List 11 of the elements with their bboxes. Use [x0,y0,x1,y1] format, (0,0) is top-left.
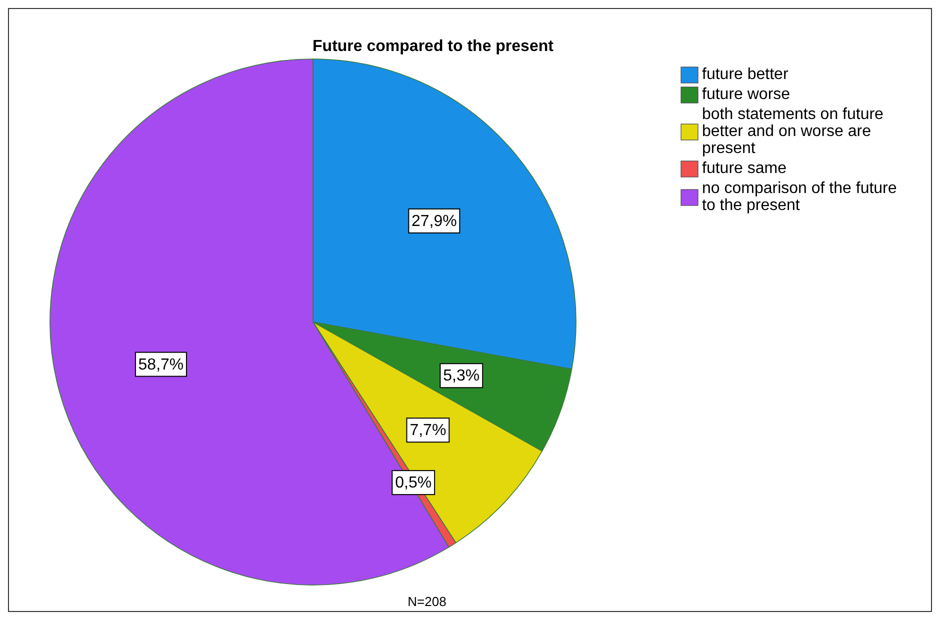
data-label: 58,7% [138,356,184,374]
legend-label: future same [702,160,787,177]
legend-label: future worse [702,86,790,103]
data-label: 0,5% [395,474,432,492]
legend-label: future better [702,66,789,83]
data-label: 7,7% [410,422,446,440]
chart-title: Future compared to the present [312,38,554,55]
data-label: 5,3% [443,368,480,385]
text: N=208 [408,594,446,609]
legend-label: no comparison of the future to the present [702,180,897,214]
data-label: 27,9% [411,212,457,230]
